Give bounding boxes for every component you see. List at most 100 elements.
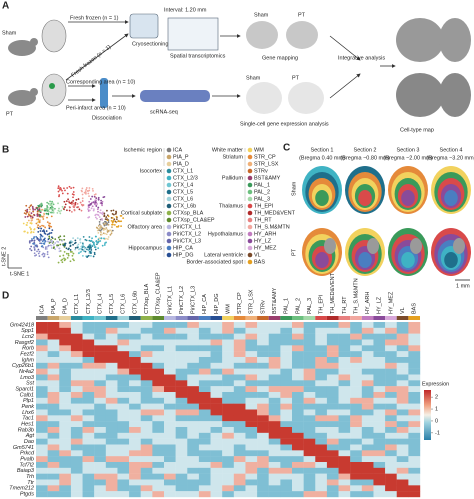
heat-cell (338, 392, 351, 399)
heat-cell (175, 322, 188, 329)
tsne-dot (45, 230, 48, 232)
heat-cell (210, 403, 223, 410)
heat-cell (326, 432, 339, 439)
heat-cell (385, 438, 397, 445)
heat-cell (105, 351, 118, 358)
tsne-dot (56, 240, 59, 243)
heat-cell (82, 450, 95, 457)
tsne-dot (56, 212, 59, 214)
tsne-dot (32, 242, 34, 245)
heat-cell (303, 368, 316, 375)
heat-cell (268, 357, 281, 364)
tsne-dot (42, 218, 45, 220)
tsne-dot (115, 221, 118, 224)
heat-cell (187, 333, 200, 340)
tsne-dot (58, 238, 61, 241)
heat-cell (117, 427, 130, 434)
heat-cell (292, 392, 304, 399)
tsne-dot (115, 225, 118, 228)
heat-cell (292, 368, 304, 375)
heat-cell (36, 415, 48, 422)
tsne-dot (67, 198, 69, 201)
tsne-dot (36, 218, 38, 221)
tsne-dot (70, 210, 73, 213)
heat-cell (338, 333, 351, 340)
gene-label: Penk (21, 404, 34, 410)
heat-cell (257, 333, 269, 340)
heat-cell (292, 421, 304, 428)
heat-cell (245, 462, 258, 469)
gene-label: Agt (25, 433, 35, 439)
tsne-dot (105, 233, 108, 236)
cluster-bar (385, 316, 397, 320)
heat-cell (129, 357, 141, 364)
heat-cell (280, 462, 293, 469)
tsne-dot (41, 224, 43, 227)
cluster-bar (350, 316, 362, 320)
heat-cell (385, 357, 397, 364)
tsne-dot (57, 244, 60, 247)
heat-cell (292, 485, 304, 492)
tsne-dot (65, 200, 68, 203)
heat-cell (175, 374, 188, 381)
heat-cell (164, 339, 176, 346)
heat-cell (303, 450, 316, 457)
tsne-dot (110, 219, 113, 222)
column-label: BAS (412, 303, 418, 314)
heat-cell (105, 397, 118, 404)
tsne-dot (87, 192, 90, 195)
heat-cell (280, 380, 293, 387)
heat-cell (175, 491, 188, 498)
tsne-dot (72, 191, 75, 193)
heat-cell (268, 462, 281, 469)
heat-cell (117, 456, 130, 463)
heat-cell (245, 333, 258, 340)
heat-cell (59, 327, 72, 334)
heat-cell (117, 368, 130, 375)
tsne-dot (120, 225, 122, 227)
column-label: PAL_1 (284, 298, 290, 314)
group-label: Ischemic region (123, 147, 162, 153)
heat-cell (210, 409, 223, 416)
heat-cell (245, 386, 258, 393)
heat-cell (396, 450, 409, 457)
heat-cell (280, 368, 293, 375)
tsne-dot (100, 228, 103, 231)
column-label: CTX_L6b (132, 291, 138, 314)
heat-cell (129, 392, 141, 399)
heat-cell (36, 432, 48, 439)
heat-cell (94, 351, 107, 358)
heat-cell (385, 374, 397, 381)
heat-cell (175, 485, 188, 492)
legend-swatch (247, 217, 253, 223)
heat-cell (198, 345, 211, 352)
label: Fresh frozen (n = 1) (70, 44, 112, 79)
heat-cell (245, 357, 258, 364)
group-label: Hypothalamus (208, 231, 243, 237)
heat-cell (129, 403, 141, 410)
heat-cell (408, 368, 421, 375)
heat-cell (140, 444, 153, 451)
heat-cell (152, 491, 165, 498)
heat-cell (315, 421, 328, 428)
heat-cell (222, 421, 235, 428)
heat-cell (140, 450, 153, 457)
heat-cell (210, 415, 223, 422)
tsne-dot (35, 222, 38, 225)
heat-cell (373, 427, 386, 434)
heat-cell (140, 333, 153, 340)
tsne-dot (69, 245, 72, 248)
brain-layer (358, 190, 372, 206)
heat-cell (47, 438, 60, 445)
heat-cell (245, 322, 258, 329)
heat-cell (129, 368, 141, 375)
heat-cell (233, 339, 246, 346)
heat-cell (175, 351, 188, 358)
heat-cell (152, 479, 165, 486)
tsne-dot (88, 204, 90, 207)
section-title: Section 2 (354, 147, 377, 153)
heat-cell (303, 322, 316, 329)
tsne-dot (88, 189, 91, 192)
heat-cell (198, 427, 211, 434)
tsne-dot (71, 254, 74, 257)
